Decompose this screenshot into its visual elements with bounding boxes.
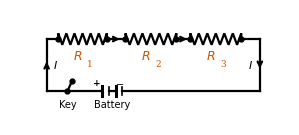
Text: $R$: $R$ <box>141 50 151 63</box>
Text: +: + <box>93 79 100 88</box>
Text: Key: Key <box>59 99 76 110</box>
Text: $R$: $R$ <box>206 50 216 63</box>
Text: $I$: $I$ <box>248 59 253 71</box>
Text: Battery: Battery <box>94 99 130 110</box>
Text: $R$: $R$ <box>73 50 83 63</box>
Text: 3: 3 <box>220 60 226 69</box>
Text: 1: 1 <box>87 60 93 69</box>
Text: $I$: $I$ <box>54 59 58 71</box>
Text: −: − <box>116 80 124 90</box>
Text: 2: 2 <box>155 60 161 69</box>
